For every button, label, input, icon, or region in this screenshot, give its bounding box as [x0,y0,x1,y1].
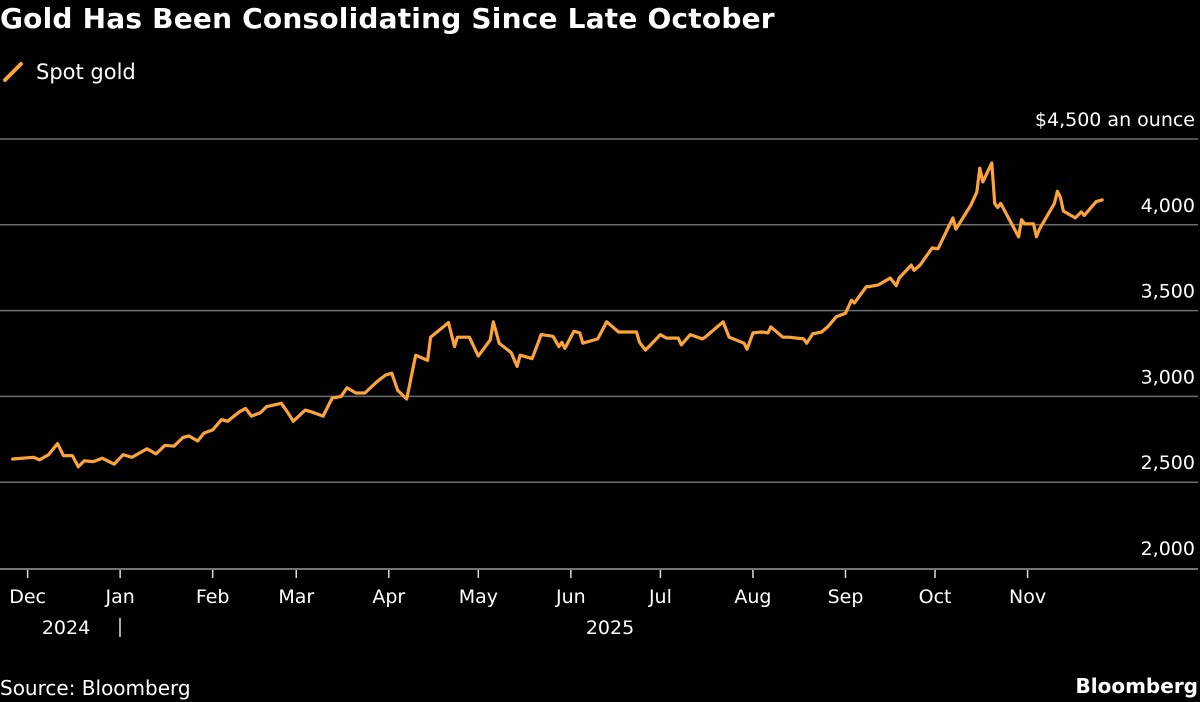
bloomberg-logo: Bloomberg [1075,674,1198,698]
series-spot-gold [11,161,1104,469]
x-tick-label: Dec [9,586,46,608]
y-tick-label: 2,000 [1141,538,1195,560]
source-note: Source: Bloomberg [0,676,191,700]
x-tick-label: Jun [555,586,586,608]
x-tick-label: Feb [196,586,230,608]
series-line-spot-gold [11,161,1104,469]
x-tick-label: Oct [919,586,952,608]
legend-line-icon [3,62,23,82]
x-axis: Dec Jan Feb Mar Apr May Jun Jul Aug Sep Oct Nov 2024… [0,568,1198,639]
chart-title: Gold Has Been Consolidating Since Late O… [0,2,775,35]
x-tick-label: May [459,586,498,608]
y-tick-label: 3,500 [1141,281,1195,303]
year-label-2024: 2024 [42,617,90,639]
x-tick-label: Jan [104,586,134,608]
x-tick-label: Jul [648,586,672,608]
y-tick-label: 2,500 [1141,452,1195,474]
y-tick-label: $4,500 an ounce [1035,109,1195,131]
x-tick-label: Sep [828,586,864,608]
x-tick-label: Apr [372,586,405,608]
legend: Spot gold [2,60,136,84]
y-tick-label: 4,000 [1141,195,1195,217]
gridlines [0,138,1198,483]
x-tick-label: Aug [734,586,771,608]
y-tick-label: 3,000 [1141,366,1195,388]
x-tick-label: Nov [1009,586,1046,608]
x-tick-label: Mar [278,586,314,608]
y-axis-labels: 2,000 2,500 3,000 3,500 4,000 $4,500 an ounce [1035,109,1195,560]
year-label-2025: 2025 [586,617,634,639]
legend-label-spot-gold: Spot gold [36,60,136,84]
